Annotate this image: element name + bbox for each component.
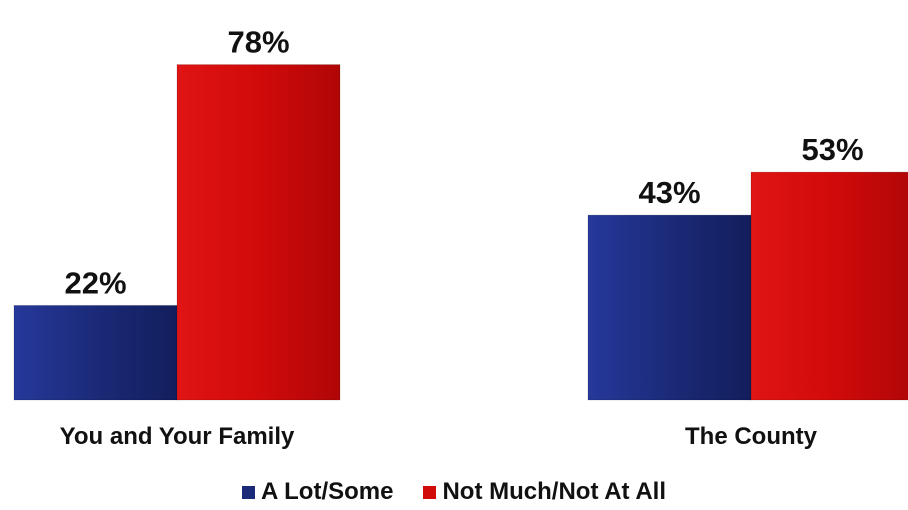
legend-label-a-lot-some: A Lot/Some	[261, 478, 394, 505]
bar-a-lot-some-the-county	[587, 214, 752, 401]
legend-swatch-a-lot-some	[242, 485, 256, 499]
category-label-you-and-your-family: You and Your Family	[60, 423, 295, 450]
bar-not-much-not-at-all-the-county	[750, 171, 908, 401]
bar-chart: 22% 78% 43% 53% You and Your Family The Coun…	[13, 25, 908, 450]
bars-layer	[13, 64, 908, 401]
data-label-a-lot-some-you-and-your-family: 22%	[64, 265, 126, 300]
legend-item-a-lot-some: A Lot/Some	[242, 478, 393, 506]
category-labels-layer: You and Your Family The County	[60, 423, 818, 450]
data-label-not-much-not-at-all-the-county: 53%	[801, 132, 863, 167]
value-labels-layer: 22% 78% 43% 53%	[64, 25, 863, 301]
category-label-the-county: The County	[685, 423, 818, 450]
data-label-not-much-not-at-all-you-and-your-family: 78%	[227, 25, 289, 60]
legend: A Lot/Some Not Much/Not At All	[0, 478, 908, 506]
bar-a-lot-some-you-and-your-family	[13, 304, 178, 401]
legend-swatch-not-much	[423, 485, 437, 499]
legend-item-not-much: Not Much/Not At All	[423, 478, 666, 506]
legend-label-not-much: Not Much/Not At All	[442, 478, 666, 505]
data-label-a-lot-some-the-county: 43%	[638, 175, 700, 210]
bar-not-much-not-at-all-you-and-your-family	[176, 64, 341, 401]
